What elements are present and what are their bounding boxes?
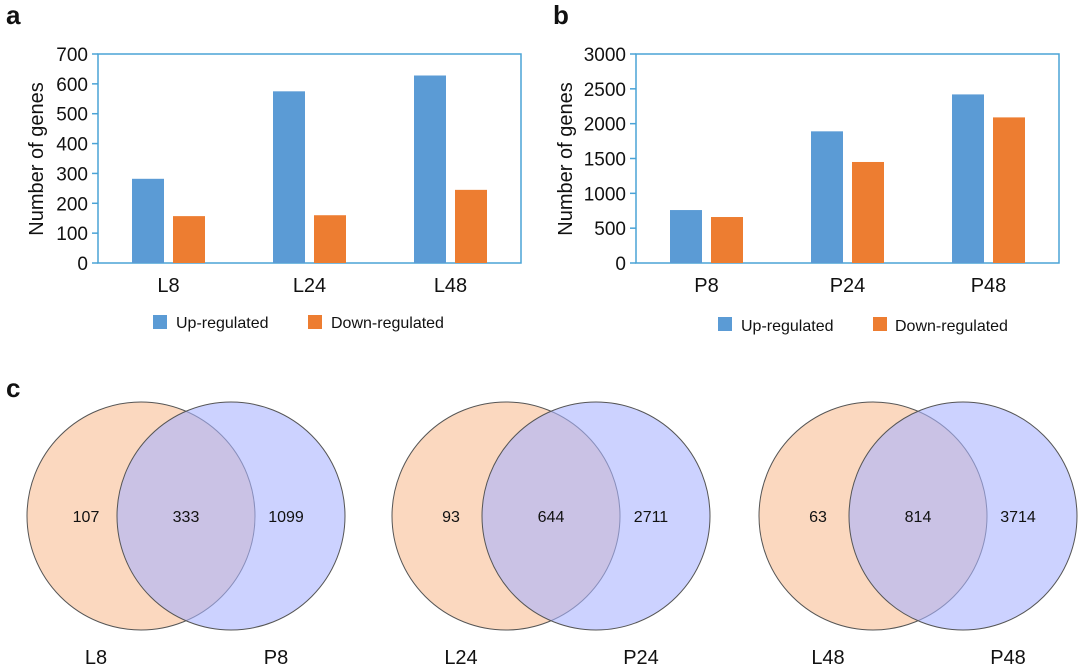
y-tick-label: 500 — [56, 105, 88, 126]
venn-label-l8: L8 — [85, 647, 107, 669]
y-tick-label: 2500 — [584, 80, 626, 101]
legend-label-down: Down-regulated — [331, 315, 444, 332]
venn-right-only: 2711 — [634, 509, 669, 526]
venn-right-only: 3714 — [1000, 509, 1036, 526]
bar-chart-a: Number of genes 0 100 200 300 400 500 600 700 L… — [26, 45, 522, 332]
y-axis-label-b: Number of genes — [555, 82, 577, 235]
x-tick-label-p48: P48 — [971, 275, 1007, 297]
venn-label-p24: P24 — [623, 647, 659, 669]
y-tick-label: 3000 — [584, 45, 626, 66]
bar-up-p24 — [811, 131, 843, 263]
legend-swatch-up — [153, 315, 167, 329]
venn-circle-p48 — [848, 401, 1078, 631]
y-tick-label: 0 — [77, 254, 88, 275]
bar-up-p48 — [952, 94, 984, 263]
x-tick-label-l24: L24 — [293, 275, 326, 297]
venn-diagrams: 107 333 1099 L8 P8 93 644 2711 L24 P24 63 814 3714 L4… — [26, 401, 1078, 669]
y-tick-label: 2000 — [584, 115, 626, 136]
bar-down-l48 — [455, 189, 487, 263]
plot-frame-a — [97, 53, 522, 264]
y-tick-label: 1000 — [584, 184, 626, 205]
x-tick-label-l8: L8 — [157, 275, 179, 297]
venn-circle-p24 — [481, 401, 711, 631]
bar-down-l24 — [314, 215, 346, 263]
bar-down-p24 — [852, 161, 884, 263]
y-tick-label: 1500 — [584, 150, 626, 171]
y-tick-label: 500 — [594, 219, 626, 240]
panel-letter-c: c — [6, 373, 20, 403]
legend-swatch-up — [718, 317, 732, 331]
legend-a: Up-regulated Down-regulated — [153, 315, 444, 332]
venn-3: 63 814 3714 L48 P48 — [758, 401, 1078, 669]
y-tick-label: 400 — [56, 135, 88, 156]
venn-label-l48: L48 — [811, 647, 844, 669]
legend-swatch-down — [873, 317, 887, 331]
x-tick-label-l48: L48 — [434, 275, 467, 297]
legend-label-down: Down-regulated — [895, 318, 1008, 335]
venn-overlap: 333 — [173, 509, 200, 526]
legend-swatch-down — [308, 315, 322, 329]
bar-up-p8 — [670, 210, 702, 263]
legend-label-up: Up-regulated — [741, 318, 834, 335]
y-tick-label: 600 — [56, 75, 88, 96]
venn-circle-p8 — [116, 401, 346, 631]
bar-up-l48 — [414, 75, 446, 263]
x-tick-label-p8: P8 — [694, 275, 718, 297]
venn-1: 107 333 1099 L8 P8 — [26, 401, 346, 669]
bar-up-l24 — [273, 91, 305, 263]
bar-down-p8 — [711, 217, 743, 263]
x-tick-label-p24: P24 — [830, 275, 866, 297]
y-axis-label-a: Number of genes — [26, 82, 48, 235]
y-tick-label: 100 — [56, 224, 88, 245]
y-tick-label: 300 — [56, 164, 88, 185]
venn-overlap: 814 — [905, 509, 932, 526]
legend-label-up: Up-regulated — [176, 315, 269, 332]
bar-chart-b: Number of genes 0 500 1000 1500 2000 2500 3000… — [555, 45, 1060, 335]
bar-down-p48 — [993, 117, 1025, 263]
venn-label-p8: P8 — [264, 647, 288, 669]
y-tick-label: 700 — [56, 45, 88, 66]
venn-label-p48: P48 — [990, 647, 1026, 669]
panel-letter-b: b — [553, 0, 569, 30]
y-tick-label: 0 — [615, 254, 626, 275]
venn-overlap: 644 — [538, 509, 565, 526]
venn-label-l24: L24 — [444, 647, 477, 669]
legend-b: Up-regulated Down-regulated — [718, 317, 1008, 335]
venn-left-only: 107 — [73, 509, 100, 526]
bar-down-l8 — [173, 216, 205, 263]
venn-left-only: 63 — [809, 509, 827, 526]
venn-2: 93 644 2711 L24 P24 — [391, 401, 711, 669]
venn-left-only: 93 — [442, 509, 460, 526]
bar-up-l8 — [132, 178, 164, 263]
venn-right-only: 1099 — [268, 509, 304, 526]
panel-letter-a: a — [6, 0, 21, 30]
y-tick-label: 200 — [56, 194, 88, 215]
